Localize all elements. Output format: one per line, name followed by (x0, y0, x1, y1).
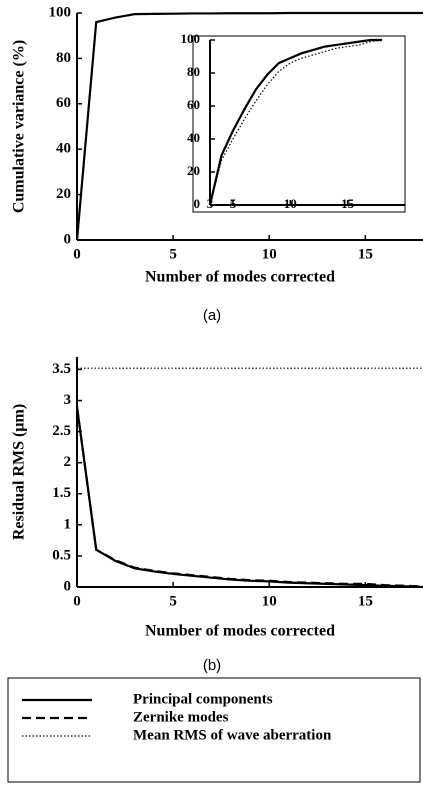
y-tick-label: 2.5 (52, 423, 71, 439)
series-line (208, 38, 383, 206)
y-axis-label: Residual RMS (µm) (11, 404, 28, 540)
y-tick-label: 3.5 (52, 361, 71, 377)
x-tick-label: 5 (169, 246, 177, 262)
x-axis-label: Number of modes corrected (145, 269, 335, 286)
y-tick-label: 0 (64, 231, 72, 247)
x-tick-label: 0 (73, 593, 81, 609)
y-axis-label: Cumulative variance (%) (11, 40, 28, 213)
x-tick-label: 5 (169, 593, 177, 609)
caption: (a) (203, 307, 221, 324)
series-line (75, 406, 423, 588)
legend-label: Zernike modes (133, 709, 229, 725)
legend-frame (7, 677, 421, 783)
y-tick-label: 1.5 (52, 485, 71, 501)
legend-label: Principal components (133, 691, 273, 707)
legend-label: Mean RMS of wave aberration (133, 727, 332, 743)
series-line (75, 406, 423, 589)
caption: (b) (203, 657, 221, 674)
y-tick-label: 20 (187, 163, 200, 178)
y-tick-label: 100 (181, 31, 201, 46)
inset-frame (192, 35, 406, 213)
x-tick-label: 0 (73, 246, 81, 262)
x-tick-label: 5 (230, 196, 237, 211)
y-tick-label: 60 (56, 95, 71, 111)
series-line (209, 39, 383, 206)
x-tick-label: 15 (358, 246, 373, 262)
y-tick-label: 0.5 (52, 547, 71, 563)
y-tick-label: 80 (56, 50, 71, 66)
y-tick-label: 3 (64, 392, 72, 408)
y-tick-label: 20 (56, 186, 71, 202)
y-tick-label: 40 (187, 130, 200, 145)
y-tick-label: 0 (194, 196, 201, 211)
x-tick-label: 10 (262, 593, 277, 609)
y-tick-label: 60 (187, 97, 200, 112)
y-tick-label: 1 (64, 516, 72, 532)
x-axis-label: Number of modes corrected (145, 623, 335, 640)
y-tick-label: 40 (56, 141, 71, 157)
y-tick-label: 2 (64, 454, 72, 470)
y-tick-label: 0 (64, 578, 72, 594)
x-tick-label: 10 (284, 196, 297, 211)
x-tick-label: 15 (341, 196, 355, 211)
x-tick-label: 10 (262, 246, 277, 262)
x-tick-label: 15 (358, 593, 373, 609)
y-tick-label: 80 (187, 64, 200, 79)
y-tick-label: 100 (49, 4, 72, 20)
series-line (75, 11, 423, 241)
